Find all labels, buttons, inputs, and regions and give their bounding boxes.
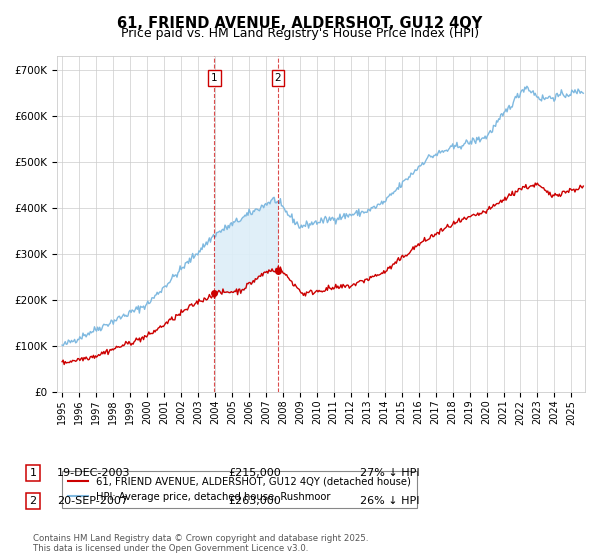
Text: 1: 1 [29,468,37,478]
Text: 2: 2 [29,496,37,506]
Text: 26% ↓ HPI: 26% ↓ HPI [360,496,419,506]
Text: 1: 1 [211,73,218,83]
Legend: 61, FRIEND AVENUE, ALDERSHOT, GU12 4QY (detached house), HPI: Average price, det: 61, FRIEND AVENUE, ALDERSHOT, GU12 4QY (… [62,471,417,508]
Text: 61, FRIEND AVENUE, ALDERSHOT, GU12 4QY: 61, FRIEND AVENUE, ALDERSHOT, GU12 4QY [118,16,482,31]
Text: 19-DEC-2003: 19-DEC-2003 [57,468,131,478]
Text: Contains HM Land Registry data © Crown copyright and database right 2025.
This d: Contains HM Land Registry data © Crown c… [33,534,368,553]
Text: £215,000: £215,000 [228,468,281,478]
Text: Price paid vs. HM Land Registry's House Price Index (HPI): Price paid vs. HM Land Registry's House … [121,27,479,40]
Text: £263,000: £263,000 [228,496,281,506]
Text: 27% ↓ HPI: 27% ↓ HPI [360,468,419,478]
Text: 2: 2 [275,73,281,83]
Text: 20-SEP-2007: 20-SEP-2007 [57,496,128,506]
